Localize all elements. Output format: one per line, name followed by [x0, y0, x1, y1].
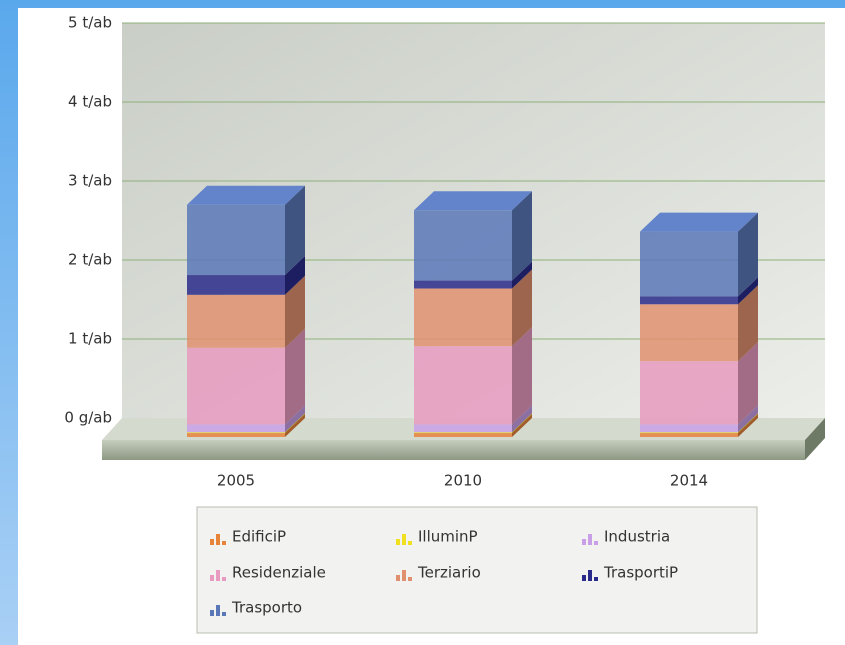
floor-front — [102, 440, 805, 460]
bar-side — [512, 413, 532, 434]
legend-icon — [588, 534, 592, 545]
bar-segment — [414, 346, 512, 425]
bar-segment — [414, 433, 512, 437]
bar-segment — [640, 361, 738, 425]
legend-label: Terziario — [417, 564, 481, 582]
legend-icon — [222, 541, 226, 545]
floor-side — [805, 418, 825, 460]
legend-icon — [588, 570, 592, 581]
bar-side — [285, 414, 305, 437]
bar-segment — [640, 433, 738, 437]
y-tick-label: 1 t/ab — [68, 330, 112, 348]
bar-side — [512, 414, 532, 437]
legend-icon — [210, 610, 214, 616]
bar-segment — [187, 275, 285, 295]
y-tick-label: 4 t/ab — [68, 93, 112, 111]
bar-side — [512, 405, 532, 433]
bar-segment — [414, 288, 512, 347]
legend-icon — [594, 541, 598, 545]
legend-label: Industria — [604, 528, 670, 546]
legend-icon — [222, 612, 226, 616]
legend-icon — [210, 539, 214, 545]
legend-label: Residenziale — [232, 564, 326, 582]
bar-top — [187, 185, 305, 205]
bar-segment — [414, 432, 512, 434]
y-tick-label: 5 t/ab — [68, 14, 112, 32]
bar-side — [285, 328, 305, 425]
bar-segment — [187, 294, 285, 348]
bar-segment — [187, 204, 285, 276]
bar-side — [512, 191, 532, 281]
legend-icon — [594, 577, 598, 581]
x-tick-label: 2010 — [444, 472, 482, 490]
legend-label: IlluminP — [418, 528, 478, 546]
bar-side — [285, 256, 305, 295]
bar-side — [512, 261, 532, 289]
bar-side — [738, 285, 758, 362]
bar-side — [285, 185, 305, 276]
legend-icon — [408, 577, 412, 581]
bar-segment — [414, 210, 512, 281]
legend-label: EdificiP — [232, 528, 286, 546]
legend-icon — [396, 539, 400, 545]
legend-icon — [402, 534, 406, 545]
bar-segment — [640, 424, 738, 433]
legend-icon — [396, 575, 400, 581]
bar-segment — [640, 432, 738, 434]
bar-side — [738, 212, 758, 297]
bar-side — [285, 405, 305, 433]
y-tick-label: 2 t/ab — [68, 251, 112, 269]
legend-icon — [216, 605, 220, 616]
legend-label: Trasporto — [231, 599, 302, 617]
bar-side — [738, 414, 758, 437]
bar-side — [512, 327, 532, 425]
bar-side — [738, 405, 758, 433]
bar-segment — [414, 424, 512, 433]
bar-segment — [414, 280, 512, 289]
bar-side — [738, 342, 758, 425]
legend-icon — [402, 570, 406, 581]
legend-icon — [408, 541, 412, 545]
bar-top — [414, 191, 532, 211]
bar-segment — [187, 347, 285, 425]
bar-segment — [640, 304, 738, 362]
legend-box — [196, 506, 758, 634]
bar-segment — [640, 231, 738, 297]
legend-label: TrasportiP — [603, 564, 678, 582]
legend-icon — [210, 575, 214, 581]
bar-segment — [187, 433, 285, 437]
legend-icon — [216, 570, 220, 581]
bar-side — [738, 277, 758, 305]
legend-icon — [216, 534, 220, 545]
bar-segment — [187, 432, 285, 434]
legend-icon — [222, 577, 226, 581]
bar-segment — [187, 424, 285, 433]
legend-icon — [582, 539, 586, 545]
y-tick-label: 3 t/ab — [68, 172, 112, 190]
x-tick-label: 2005 — [217, 472, 255, 490]
bar-side — [285, 275, 305, 348]
bar-segment — [640, 296, 738, 305]
bar-side — [285, 413, 305, 434]
bar-top — [640, 212, 758, 232]
y-tick-label: 0 g/ab — [64, 409, 112, 427]
bar-side — [738, 413, 758, 434]
legend-icon — [582, 575, 586, 581]
bar-side — [512, 269, 532, 347]
x-tick-label: 2014 — [670, 472, 708, 490]
